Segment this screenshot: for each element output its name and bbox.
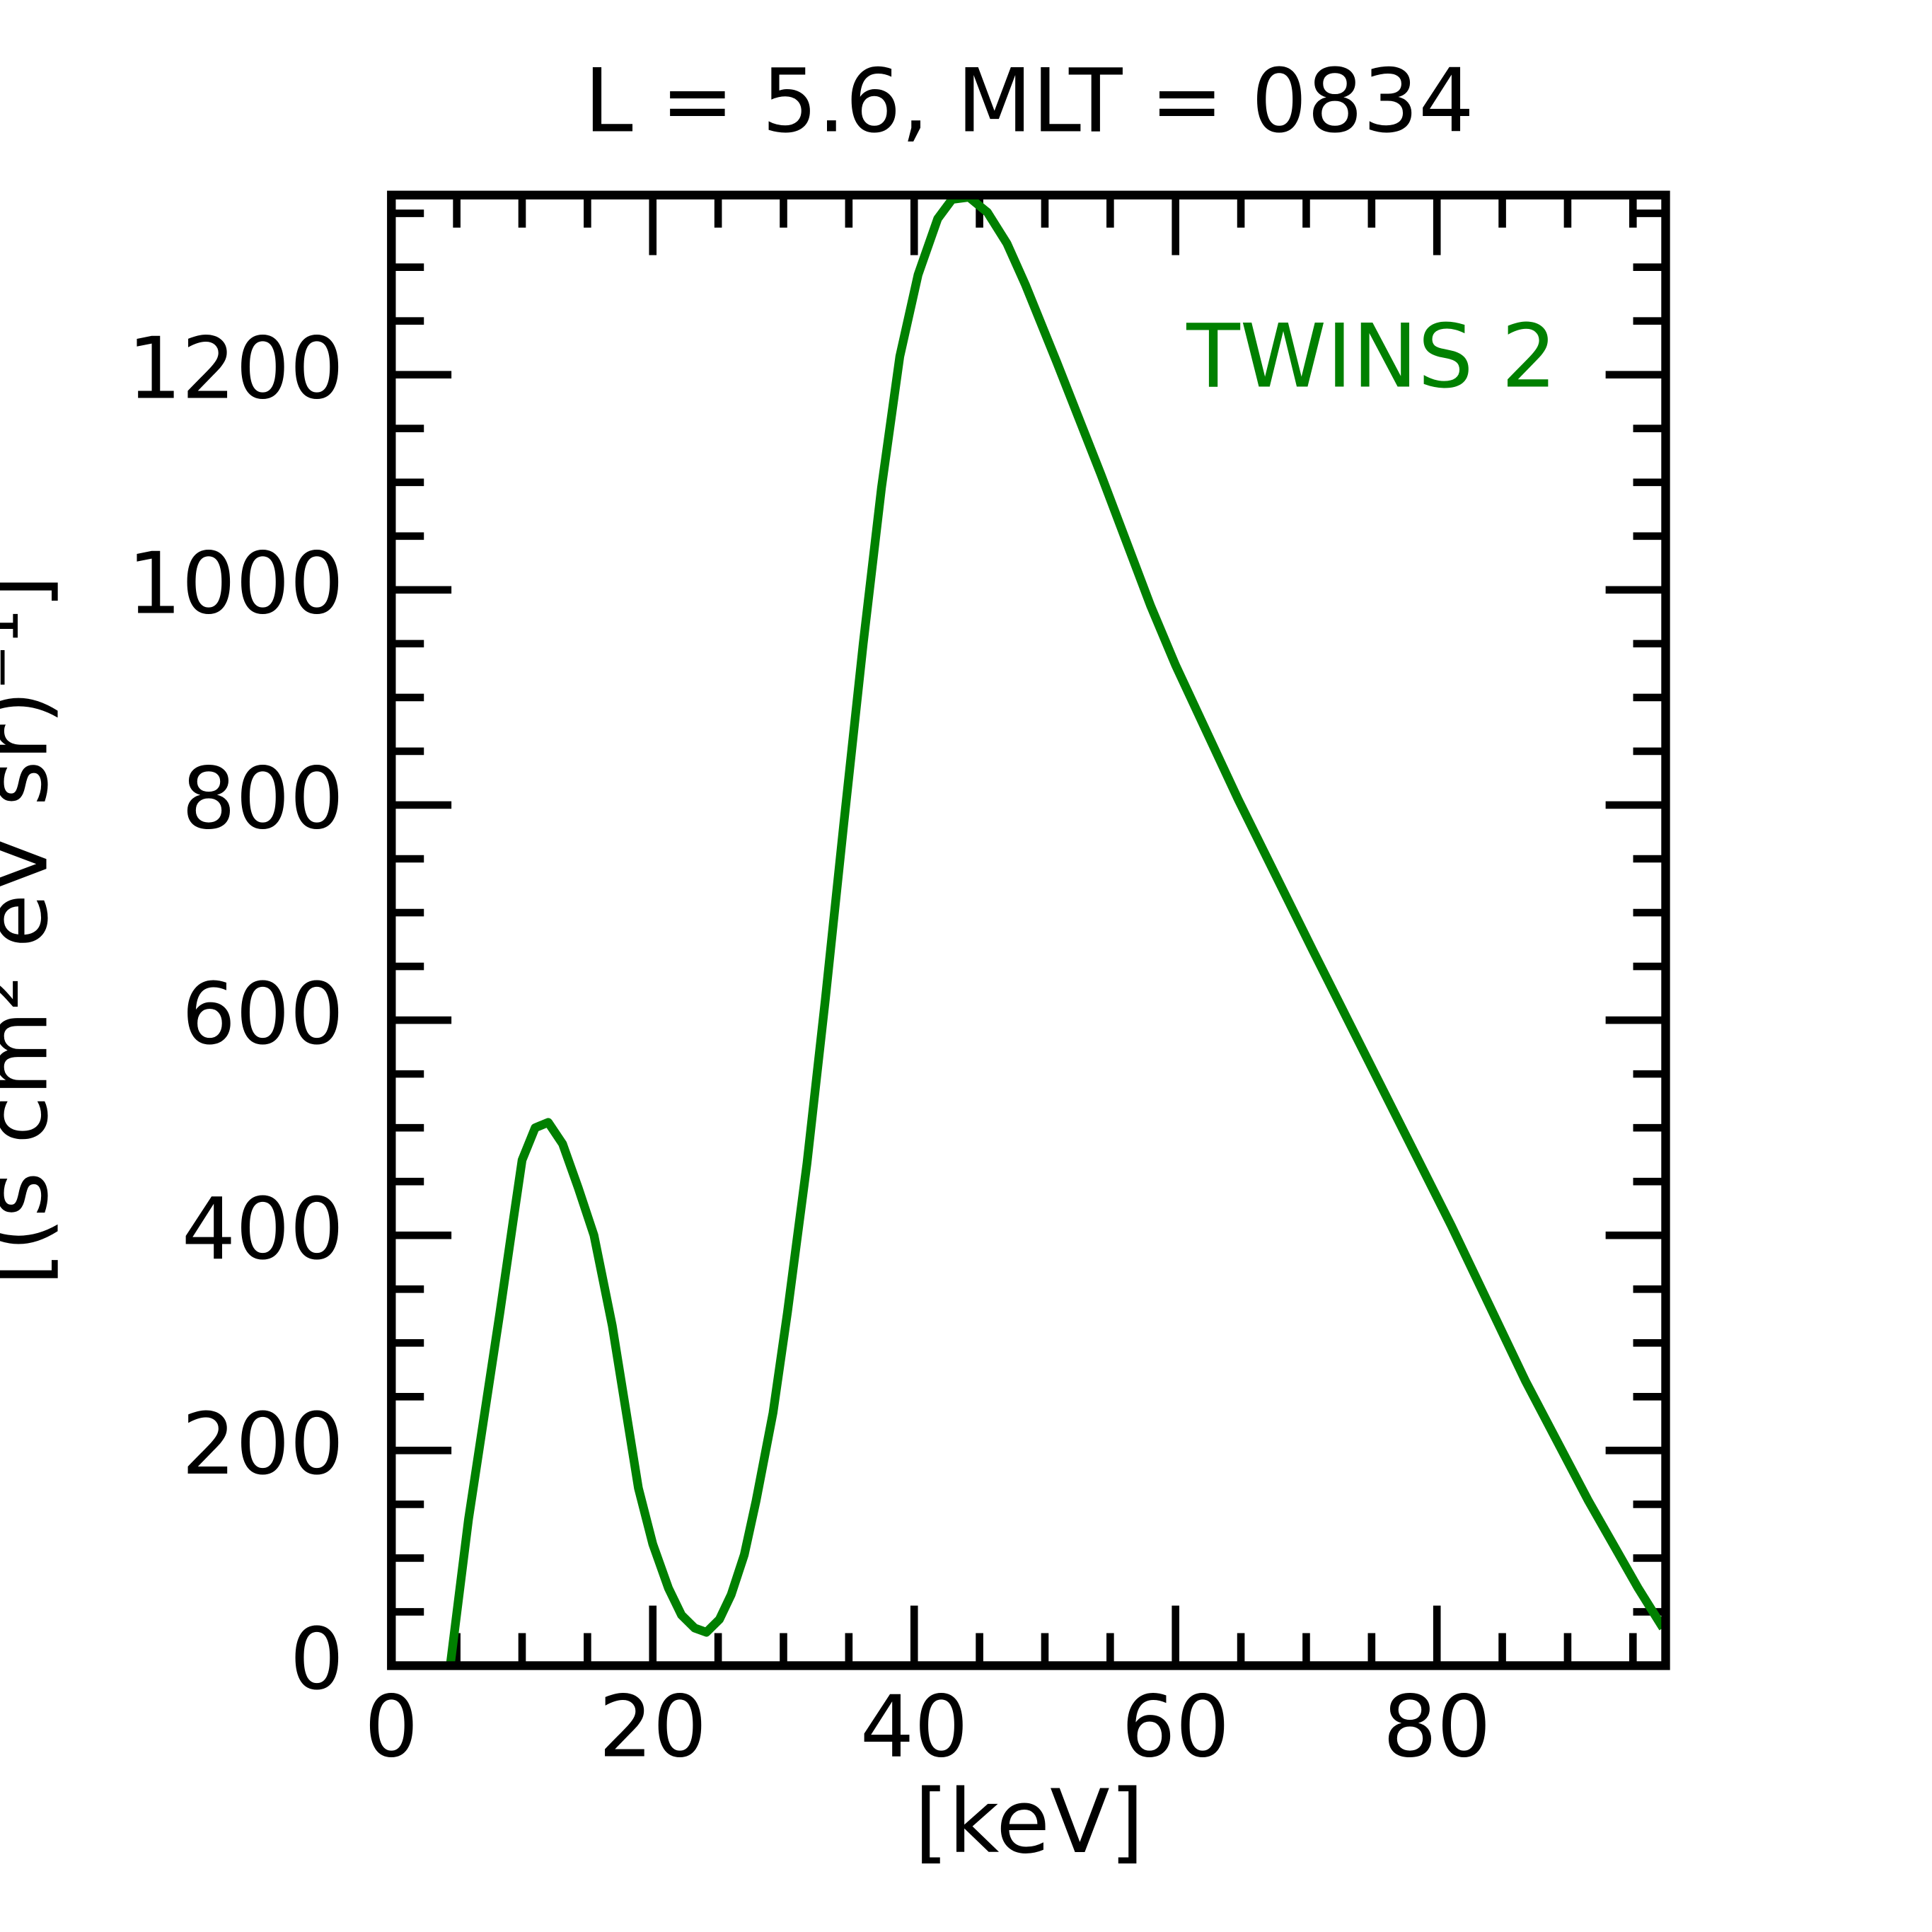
y-axis-label: [(s cm² eV sr)⁻¹] [0,575,68,1286]
x-tick-label: 60 [1121,1678,1230,1777]
y-tick-label: 200 [182,1395,344,1494]
legend-entry: TWINS 2 [1186,306,1557,407]
x-tick-label: 20 [598,1678,707,1777]
plot-frame [387,190,1670,1670]
y-tick-label: 600 [182,965,344,1064]
y-tick-label: 800 [182,750,344,849]
y-tick-label: 1000 [127,535,344,634]
x-tick-label: 80 [1383,1678,1491,1777]
y-tick-label: 400 [182,1180,344,1279]
x-tick-label: 0 [364,1678,418,1777]
x-tick-label: 40 [860,1678,968,1777]
x-axis-label: [keV] [915,1771,1145,1873]
y-tick-label: 0 [290,1610,344,1709]
y-tick-label: 1200 [127,319,344,418]
line [446,195,1666,1666]
chart-title: L = 5.6, MLT = 0834 [584,51,1474,153]
